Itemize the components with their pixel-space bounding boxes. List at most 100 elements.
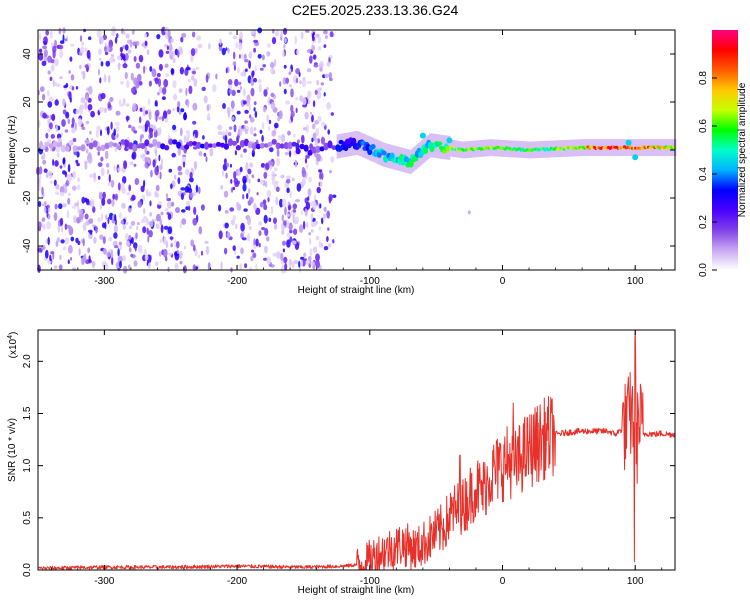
- spectrogram-cell: [59, 217, 64, 226]
- spectrogram-cell: [141, 43, 146, 47]
- spectrogram-cell: [119, 245, 123, 251]
- spectrogram-cell: [97, 162, 103, 168]
- spectrogram-cell: [55, 191, 60, 196]
- spectrogram-cell: [62, 170, 67, 175]
- spectrogram-cell: [104, 221, 107, 230]
- spectrogram-cell: [218, 204, 222, 212]
- spectrogram-cell: [114, 121, 120, 127]
- spectrogram-cell: [198, 254, 201, 259]
- spectrogram-cell: [180, 36, 184, 43]
- spectrogram-cell: [147, 235, 150, 243]
- spectrogram-cell: [192, 120, 197, 125]
- spectrogram-cell: [156, 141, 162, 149]
- spectrogram-cell: [235, 145, 241, 151]
- spectrogram-cell: [261, 227, 266, 231]
- spectrogram-cell: [119, 46, 123, 53]
- spectrogram-cell: [113, 165, 116, 172]
- spectrogram-cell: [65, 83, 69, 88]
- spectrogram-cell: [82, 238, 85, 247]
- colorbar-gradient: [712, 30, 738, 270]
- spectrogram-cell: [111, 256, 114, 266]
- spectrogram-cell: [143, 65, 146, 75]
- spectrogram-cell: [286, 187, 290, 194]
- spectrogram-cell: [105, 150, 109, 160]
- spectrogram-cell: [264, 245, 268, 254]
- spectrogram-cell: [158, 116, 163, 120]
- spectrogram-cell: [158, 63, 163, 71]
- spectrogram-cell: [312, 54, 317, 60]
- spectrogram-cell: [185, 206, 189, 211]
- spectrogram-cell: [187, 78, 191, 83]
- spectrogram-cell: [186, 131, 190, 139]
- spectrogram-cell: [256, 192, 259, 196]
- spectrogram-cell: [165, 73, 170, 77]
- spectrogram-cell: [323, 246, 329, 251]
- spectrogram-cell: [281, 198, 287, 208]
- spectrogram-cell: [249, 117, 255, 123]
- spectrogram-cell: [167, 29, 171, 39]
- spectrogram-cell: [258, 83, 262, 93]
- spectrogram-cell: [257, 79, 262, 84]
- spectrogram-cell: [247, 141, 253, 149]
- spectrogram-cell: [231, 89, 236, 97]
- spectrogram-cell: [52, 251, 55, 260]
- spectrogram-cell: [78, 209, 84, 215]
- spectrogram-cell: [270, 92, 275, 98]
- spectrogram-cell: [71, 205, 77, 209]
- spectrogram-cell: [314, 194, 317, 202]
- spectrogram-cell: [312, 222, 317, 227]
- spectrogram-cell: [303, 252, 307, 258]
- spectrogram-cell: [242, 183, 247, 192]
- spectrogram-cell: [152, 159, 156, 168]
- spectrogram-cell: [122, 176, 127, 184]
- spectrogram-cell: [284, 152, 290, 156]
- spectrogram-cell: [38, 32, 42, 41]
- spectrogram-cell: [143, 208, 146, 215]
- spectrogram-cell: [52, 140, 58, 148]
- snr-y-multiplier: (x104): [7, 332, 19, 359]
- spectrogram-cell: [49, 76, 53, 81]
- spectrogram-cell: [82, 70, 86, 80]
- spectrogram-cell: [150, 169, 153, 178]
- spectrogram-cell: [320, 172, 324, 181]
- spectrogram-cell: [279, 81, 282, 87]
- spectrogram-cell: [300, 31, 304, 40]
- spectrogram-cell: [250, 255, 254, 262]
- spectrogram-cell: [295, 97, 299, 101]
- spectrogram-cell: [109, 97, 114, 102]
- spectrogram-cell: [248, 103, 251, 111]
- spectrogram-cell: [301, 168, 307, 178]
- spectrogram-cell: [155, 261, 159, 267]
- spectrogram-cell: [233, 124, 237, 133]
- spectrogram-cell: [59, 186, 65, 194]
- spectrogram-cell: [318, 240, 321, 248]
- spectrogram-cell: [168, 168, 173, 173]
- spectrogram-cell: [166, 45, 169, 50]
- spectrogram-cell: [70, 257, 73, 261]
- spectrogram-cell: [120, 219, 125, 225]
- spectrogram-cell: [314, 89, 318, 95]
- spectrogram-cell: [306, 164, 309, 169]
- spectrogram-cell: [242, 100, 247, 105]
- spectrogram-cell: [88, 36, 92, 41]
- spectrogram-cell: [68, 244, 73, 254]
- spectrogram-cell: [105, 214, 108, 220]
- spectrogram-x-ticks: -300 -200 -100 0 100: [50, 30, 663, 287]
- spectrogram-cell: [37, 221, 42, 229]
- spectrogram-cell: [319, 60, 324, 69]
- spectrogram-cell: [62, 34, 65, 42]
- spectrogram-cell: [57, 137, 62, 144]
- spectrogram-cell: [95, 130, 99, 138]
- spectrogram-cell: [266, 236, 270, 242]
- spectrogram-cell: [286, 239, 291, 248]
- spectrogram-cell: [244, 109, 249, 114]
- spectrogram-cell: [305, 221, 309, 229]
- spectrogram-cell: [43, 224, 46, 231]
- spectrogram-cell: [54, 160, 59, 167]
- spectrogram-cell: [117, 182, 121, 191]
- spectrogram-cell: [102, 34, 108, 40]
- spectrogram-cell: [266, 256, 272, 265]
- spectrogram-cell: [117, 167, 121, 172]
- spectrogram-cell: [316, 79, 320, 86]
